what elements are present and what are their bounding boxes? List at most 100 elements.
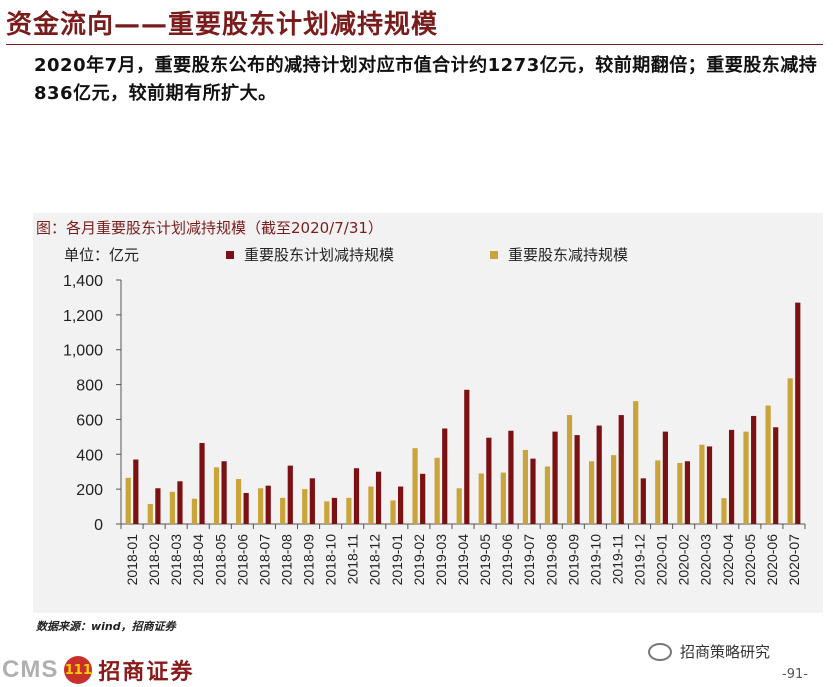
x-tick-label: 2019-11: [609, 534, 625, 585]
bar-actual: [390, 500, 396, 524]
bar-plan: [353, 468, 360, 524]
x-tick-label: 2018-06: [234, 534, 250, 586]
logo-badge-icon: 111: [64, 656, 93, 684]
x-tick-label: 2020-07: [786, 534, 802, 586]
legend-swatch-plan: [226, 250, 234, 259]
y-tick-label: 600: [76, 412, 103, 429]
bar-actual: [566, 415, 573, 524]
x-tick-label: 2019-06: [499, 534, 515, 586]
bar-plan: [133, 459, 139, 524]
x-tick-label: 2019-08: [543, 534, 559, 586]
logo-text: CMS: [2, 656, 59, 683]
bar-plan: [265, 485, 271, 524]
bar-plan: [773, 427, 779, 524]
x-tick-label: 2018-07: [256, 534, 272, 586]
bar-plan: [243, 492, 249, 524]
bar-actual: [258, 488, 264, 524]
bar-actual: [191, 498, 198, 524]
y-tick-label: 200: [76, 482, 103, 499]
x-tick-label: 2019-09: [565, 534, 581, 586]
bar-plan: [552, 431, 558, 524]
bar-actual: [522, 449, 528, 524]
bar-plan: [442, 428, 448, 524]
bar-actual: [633, 401, 639, 524]
chart-title: 图：各月重要股东计划减持规模（截至2020/7/31）: [36, 219, 383, 237]
summary-text: 2020年7月，重要股东公布的减持计划对应市值合计约1273亿元，较前期翻倍；重…: [34, 55, 818, 104]
bar-actual: [500, 472, 506, 524]
bar-plan: [375, 471, 382, 524]
bar-plan: [199, 442, 205, 524]
bar-actual: [346, 497, 352, 524]
bar-actual: [302, 489, 308, 524]
bar-plan: [795, 302, 801, 524]
bar-plan: [684, 461, 691, 524]
logo-company-name: 招商证券: [98, 660, 195, 685]
bar-plan: [574, 435, 580, 524]
bar-actual: [368, 486, 374, 524]
bar-actual: [169, 491, 175, 524]
bar-actual: [213, 467, 220, 524]
bar-actual: [677, 463, 683, 524]
bar-plan: [508, 430, 514, 524]
bar-plan: [309, 478, 315, 524]
x-tick-label: 2018-01: [124, 534, 140, 586]
source-note: 数据来源：wind，招商证券: [36, 620, 176, 633]
bar-actual: [544, 466, 551, 524]
y-tick-label: 1,400: [63, 273, 103, 290]
bar-actual: [721, 498, 727, 524]
x-tick-label: 2019-03: [433, 534, 449, 586]
y-tick-label: 1,200: [63, 308, 103, 325]
bar-actual: [456, 488, 462, 524]
y-tick-label: 800: [76, 378, 103, 395]
bar-actual: [125, 477, 131, 524]
chart-panel: [33, 213, 823, 613]
bar-actual: [412, 448, 418, 524]
x-tick-label: 2018-09: [301, 534, 317, 586]
bar-actual: [611, 455, 617, 524]
x-tick-label: 2018-02: [146, 534, 162, 586]
bar-actual: [434, 457, 440, 524]
x-tick-label: 2020-01: [654, 534, 670, 586]
bar-plan: [221, 461, 227, 524]
x-tick-label: 2019-12: [632, 534, 648, 586]
title-divider: [6, 44, 823, 45]
bar-plan: [706, 446, 713, 524]
x-tick-label: 2020-04: [720, 534, 736, 586]
bar-actual: [235, 479, 242, 524]
bar-actual: [588, 461, 595, 524]
x-tick-label: 2019-04: [455, 534, 471, 586]
x-tick-label: 2019-10: [587, 534, 603, 586]
x-tick-label: 2018-03: [168, 534, 184, 586]
x-tick-label: 2020-02: [676, 534, 692, 586]
legend-label-plan: 重要股东计划减持规模: [244, 246, 395, 264]
bar-actual: [655, 460, 661, 524]
unit-label: 单位：亿元: [64, 246, 140, 264]
x-tick-label: 2019-07: [521, 534, 537, 586]
bar-actual: [147, 503, 153, 524]
bar-plan: [530, 458, 536, 524]
bar-plan: [398, 486, 404, 524]
x-tick-label: 2019-02: [411, 534, 427, 586]
bar-plan: [486, 437, 492, 524]
x-tick-label: 2018-04: [190, 534, 206, 586]
wechat-icon: [648, 642, 672, 661]
x-tick-label: 2018-11: [345, 534, 361, 585]
bar-plan: [331, 497, 338, 524]
bar-plan: [728, 429, 735, 524]
bar-plan: [287, 465, 293, 524]
bar-plan: [662, 431, 668, 524]
bar-actual: [324, 501, 330, 524]
bar-plan: [464, 389, 470, 524]
bar-plan: [155, 488, 161, 524]
slide-title: 资金流向——重要股东计划减持规模: [6, 10, 439, 40]
bar-plan: [640, 478, 646, 524]
x-tick-label: 2018-08: [278, 534, 294, 586]
legend-item-actual: 重要股东减持规模: [490, 244, 628, 265]
page-number: -91-: [782, 667, 808, 682]
x-tick-label: 2018-12: [367, 534, 383, 586]
x-tick-label: 2018-10: [323, 534, 339, 586]
bar-plan: [751, 415, 757, 524]
bar-actual: [743, 431, 749, 524]
legend-label-actual: 重要股东减持规模: [508, 246, 629, 264]
x-tick-label: 2019-05: [477, 534, 493, 586]
